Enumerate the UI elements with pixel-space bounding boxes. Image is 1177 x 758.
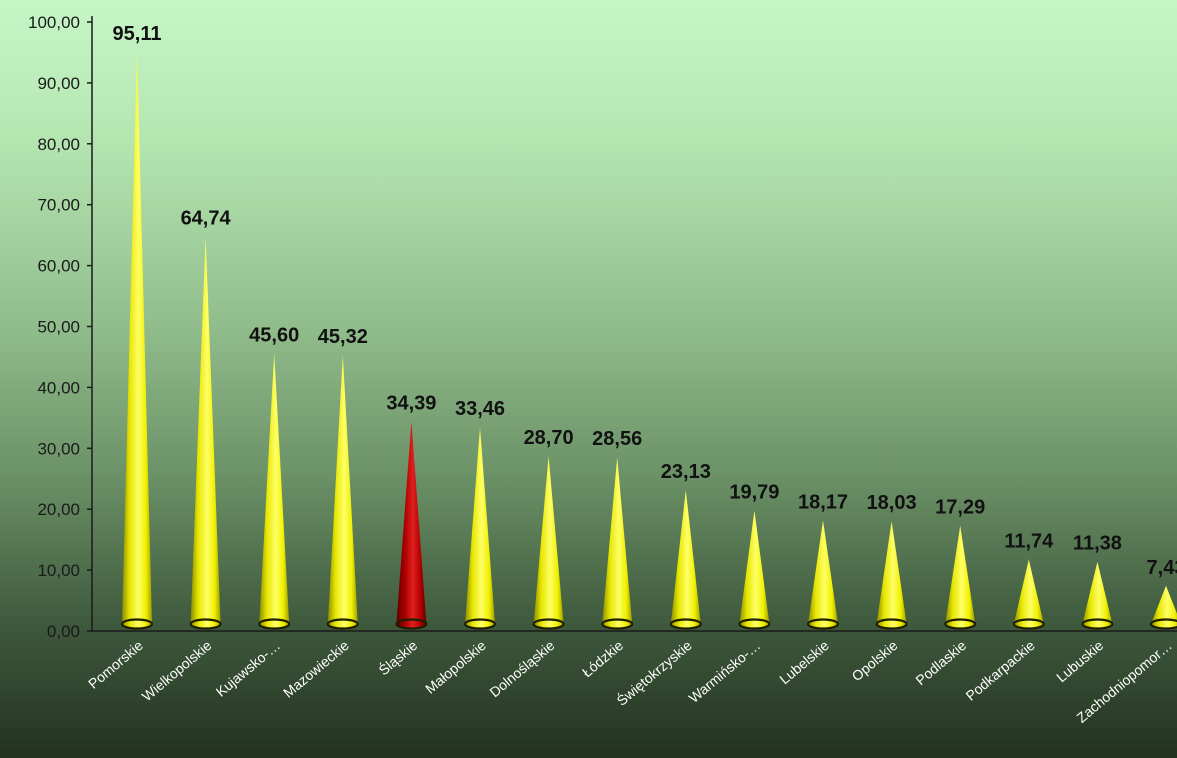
category-label: Małopolskie [422, 637, 489, 697]
category-label: Dolnośląskie [486, 637, 557, 700]
y-axis: 0,00 10,00 20,00 30,00 40,00 50,00 60,00 70,00 8… [28, 13, 93, 641]
data-labels: 95,11 64,74 45,60 45,32 34,39 33,46 28,70 28,56… [113, 23, 1177, 579]
bar-cone-base [669, 618, 702, 630]
value-label: 45,60 [249, 324, 299, 346]
bar-cone-body [739, 510, 770, 629]
bar-cone [1012, 559, 1045, 630]
value-label: 7,43 [1147, 557, 1177, 579]
bar-cone [875, 521, 908, 630]
value-label: 18,03 [867, 492, 917, 514]
bar-cone-body [396, 421, 427, 629]
category-label: Podlaskie [912, 637, 969, 688]
bar-cone [669, 490, 702, 630]
bar-cone-base [532, 618, 565, 630]
y-tick-label: 0,00 [47, 622, 80, 641]
bar-cone [1149, 585, 1177, 630]
y-tick-label: 10,00 [37, 561, 80, 580]
bar-cone-body [808, 520, 838, 629]
y-tick-label: 40,00 [37, 378, 80, 397]
value-label: 19,79 [729, 481, 779, 503]
bar-cone-body [465, 427, 495, 629]
bar-cone-body [1082, 561, 1113, 629]
bar-cone-body [876, 521, 907, 629]
bar-cone-body [190, 236, 221, 629]
category-label: Śląskie [375, 636, 421, 678]
bar-cone-body [533, 456, 564, 629]
y-tick-label: 80,00 [37, 135, 80, 154]
category-label: Lubuskie [1053, 637, 1106, 685]
value-label: 33,46 [455, 398, 505, 420]
bar-cone-base [189, 618, 222, 630]
value-label: 18,17 [798, 491, 848, 513]
bar-cone-body [945, 525, 976, 629]
bar-cone [326, 355, 359, 630]
category-label: Pomorskie [85, 637, 146, 692]
y-tick-label: 50,00 [37, 318, 80, 337]
y-tick-label: 20,00 [37, 500, 80, 519]
bar-cone-base [326, 618, 359, 630]
bar-cone [944, 525, 977, 630]
category-label: Podkarpackie [962, 637, 1037, 704]
bar-cone-base [875, 618, 908, 630]
bar-series [120, 51, 1177, 630]
bar-cone-base [601, 618, 634, 630]
category-label: Warmińsko-… [686, 637, 764, 706]
value-label: 45,32 [318, 326, 368, 348]
category-label: Kujawsko-… [213, 637, 283, 700]
y-tick-label: 30,00 [37, 439, 80, 458]
bar-cone [806, 520, 840, 630]
bar-cone-body [602, 457, 633, 629]
bar-cone-base [120, 618, 154, 630]
bar-cone-base [1149, 618, 1177, 630]
bar-cone-base [1081, 618, 1114, 630]
category-label: Opolskie [849, 637, 901, 684]
value-label: 28,70 [524, 427, 574, 449]
y-tick-label: 70,00 [37, 196, 80, 215]
bar-cone [532, 456, 565, 630]
bar-cone [601, 457, 634, 630]
bar-cone [258, 353, 291, 630]
category-label: Wielkopolskie [139, 637, 215, 704]
bar-cone-base [738, 618, 771, 630]
value-label: 11,38 [1073, 533, 1122, 555]
y-tick-label: 60,00 [37, 257, 80, 276]
y-tick-label: 90,00 [37, 74, 80, 93]
bar-cone-base [463, 618, 497, 630]
bar-cone-base [944, 618, 977, 630]
value-label: 11,74 [1004, 531, 1054, 553]
bar-cone-base [1012, 618, 1045, 630]
bar-cone [395, 421, 428, 630]
value-label: 95,11 [113, 23, 162, 45]
bar-cone-body [259, 353, 290, 629]
bar-cone-body [327, 355, 358, 629]
bar-cone-body [1013, 559, 1044, 629]
category-label: Łódzkie [579, 637, 626, 680]
bar-cone-body [122, 51, 152, 629]
value-label: 34,39 [386, 393, 436, 415]
y-tick-label: 100,00 [28, 13, 80, 32]
value-label: 28,56 [592, 428, 642, 450]
bar-cone [463, 427, 497, 630]
category-label: Mazowieckie [280, 637, 352, 701]
bar-cone-base [395, 618, 428, 630]
x-axis: PomorskieWielkopolskieKujawsko-…Mazowiec… [85, 630, 1177, 726]
bar-cone [1081, 561, 1114, 630]
value-label: 64,74 [181, 208, 232, 230]
bar-cone-base [806, 618, 840, 630]
value-label: 23,13 [661, 461, 711, 483]
bar-cone-base [258, 618, 291, 630]
bar-cone-body [1151, 585, 1177, 629]
bar-cone [189, 236, 222, 630]
category-label: Świętokrzyskie [613, 636, 695, 709]
value-label: 17,29 [935, 497, 985, 519]
bar-cone [738, 510, 771, 630]
category-label: Lubelskie [776, 637, 832, 687]
bar-cone [120, 51, 154, 630]
bar-cone-body [670, 490, 701, 629]
